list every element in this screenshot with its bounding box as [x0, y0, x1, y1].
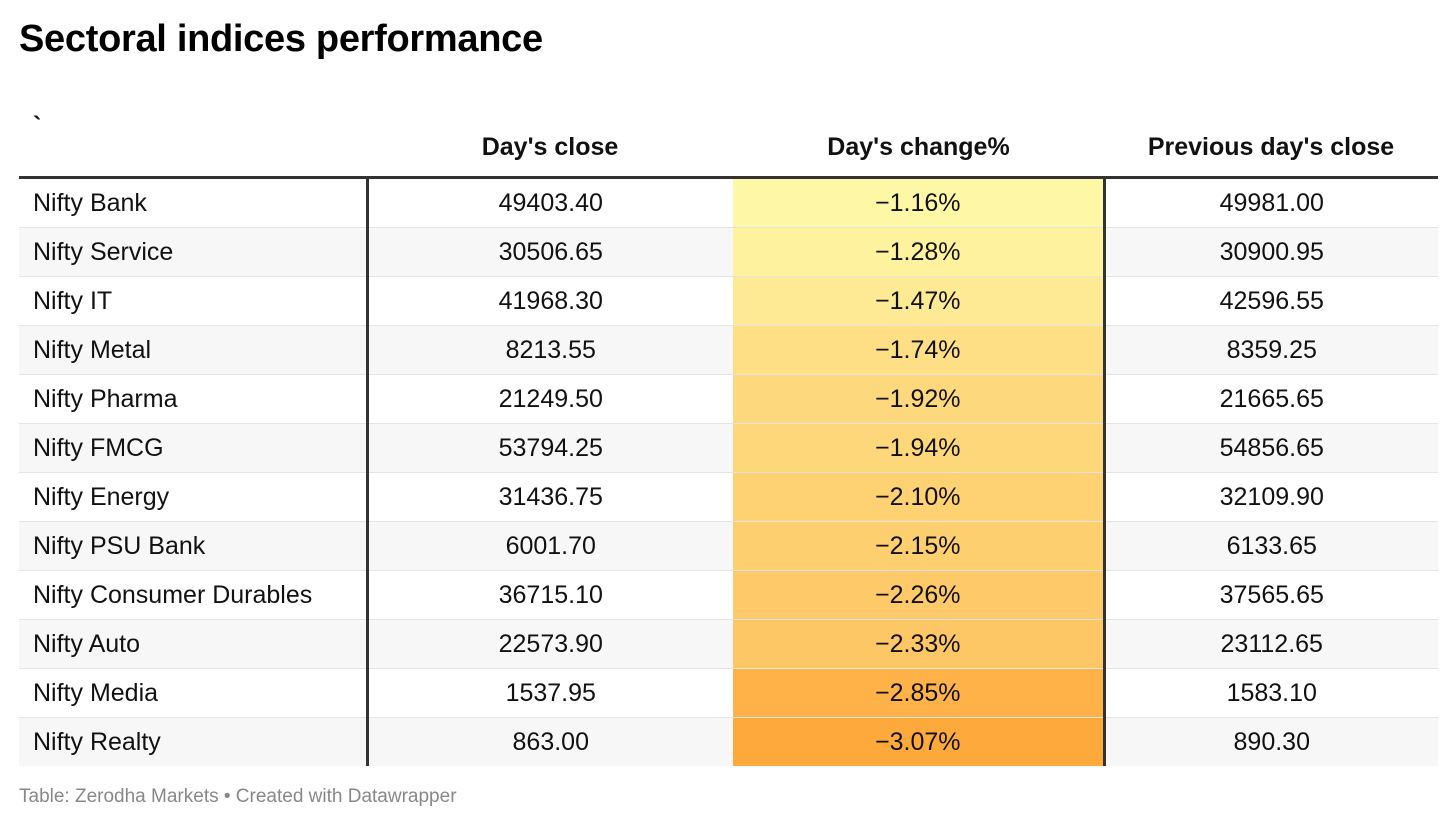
index-name-cell: Nifty IT [19, 276, 369, 326]
days-close-cell: 30506.65 [367, 227, 733, 277]
previous-close-cell: 54856.65 [1104, 423, 1438, 473]
table-row: Nifty Media 1537.95 −2.85% 1583.10 [19, 668, 1438, 718]
previous-close-cell: 890.30 [1104, 717, 1438, 766]
index-name-cell: Nifty Service [19, 227, 369, 277]
days-close-cell: 41968.30 [367, 276, 733, 326]
index-name-cell: Nifty Pharma [19, 374, 369, 424]
previous-close-cell: 42596.55 [1104, 276, 1438, 326]
previous-close-cell: 49981.00 [1104, 177, 1438, 228]
days-close-cell: 863.00 [367, 717, 733, 766]
days-close-cell: 22573.90 [367, 619, 733, 669]
sectoral-indices-table: ` Day's close Day's change% Previous day… [19, 96, 1438, 766]
table-row: Nifty Metal 8213.55 −1.74% 8359.25 [19, 325, 1438, 375]
index-name-cell: Nifty FMCG [19, 423, 369, 473]
index-name-cell: Nifty Metal [19, 325, 369, 375]
days-change-cell: −1.94% [733, 423, 1106, 473]
table-header-row: ` Day's close Day's change% Previous day… [19, 96, 1438, 179]
source-footer: Table: Zerodha Markets • Created with Da… [19, 786, 457, 807]
days-close-cell: 21249.50 [367, 374, 733, 424]
days-change-cell: −1.92% [733, 374, 1106, 424]
previous-close-cell: 1583.10 [1104, 668, 1438, 718]
days-close-cell: 1537.95 [367, 668, 733, 718]
table-row: Nifty PSU Bank 6001.70 −2.15% 6133.65 [19, 521, 1438, 571]
days-change-cell: −1.47% [733, 276, 1106, 326]
days-change-cell: −2.10% [733, 472, 1106, 522]
table-body: Nifty Bank 49403.40 −1.16% 49981.00 Nifty Se… [19, 177, 1438, 766]
table-row: Nifty Energy 31436.75 −2.10% 32109.90 [19, 472, 1438, 522]
days-close-cell: 53794.25 [367, 423, 733, 473]
table-row: Nifty FMCG 53794.25 −1.94% 54856.65 [19, 423, 1438, 473]
index-name-cell: Nifty Bank [19, 177, 369, 228]
table-row: Nifty Bank 49403.40 −1.16% 49981.00 [19, 177, 1438, 228]
previous-close-cell: 6133.65 [1104, 521, 1438, 571]
days-change-cell: −1.74% [733, 325, 1106, 375]
header-index-name[interactable]: ` [19, 96, 367, 179]
header-days-close[interactable]: Day's close [367, 96, 733, 179]
index-name-cell: Nifty Energy [19, 472, 369, 522]
table-row: Nifty Auto 22573.90 −2.33% 23112.65 [19, 619, 1438, 669]
days-change-cell: −1.16% [733, 177, 1106, 228]
previous-close-cell: 21665.65 [1104, 374, 1438, 424]
days-change-cell: −1.28% [733, 227, 1106, 277]
previous-close-cell: 32109.90 [1104, 472, 1438, 522]
header-days-change[interactable]: Day's change% [733, 96, 1104, 179]
table-row: Nifty IT 41968.30 −1.47% 42596.55 [19, 276, 1438, 326]
days-change-cell: −2.26% [733, 570, 1106, 620]
days-change-cell: −3.07% [733, 717, 1106, 766]
table-row: Nifty Pharma 21249.50 −1.92% 21665.65 [19, 374, 1438, 424]
previous-close-cell: 23112.65 [1104, 619, 1438, 669]
index-name-cell: Nifty Media [19, 668, 369, 718]
days-close-cell: 6001.70 [367, 521, 733, 571]
index-name-cell: Nifty Auto [19, 619, 369, 669]
previous-close-cell: 37565.65 [1104, 570, 1438, 620]
previous-close-cell: 8359.25 [1104, 325, 1438, 375]
index-name-cell: Nifty Consumer Durables [19, 570, 369, 620]
header-previous-close[interactable]: Previous day's close [1104, 96, 1438, 179]
table-row: Nifty Consumer Durables 36715.10 −2.26% 375… [19, 570, 1438, 620]
index-name-cell: Nifty PSU Bank [19, 521, 369, 571]
index-name-cell: Nifty Realty [19, 717, 369, 766]
days-close-cell: 31436.75 [367, 472, 733, 522]
days-close-cell: 49403.40 [367, 177, 733, 228]
days-change-cell: −2.33% [733, 619, 1106, 669]
chart-title: Sectoral indices performance [19, 18, 543, 60]
days-close-cell: 36715.10 [367, 570, 733, 620]
days-change-cell: −2.85% [733, 668, 1106, 718]
previous-close-cell: 30900.95 [1104, 227, 1438, 277]
days-close-cell: 8213.55 [367, 325, 733, 375]
days-change-cell: −2.15% [733, 521, 1106, 571]
table-row: Nifty Service 30506.65 −1.28% 30900.95 [19, 227, 1438, 277]
table-row: Nifty Realty 863.00 −3.07% 890.30 [19, 717, 1438, 766]
